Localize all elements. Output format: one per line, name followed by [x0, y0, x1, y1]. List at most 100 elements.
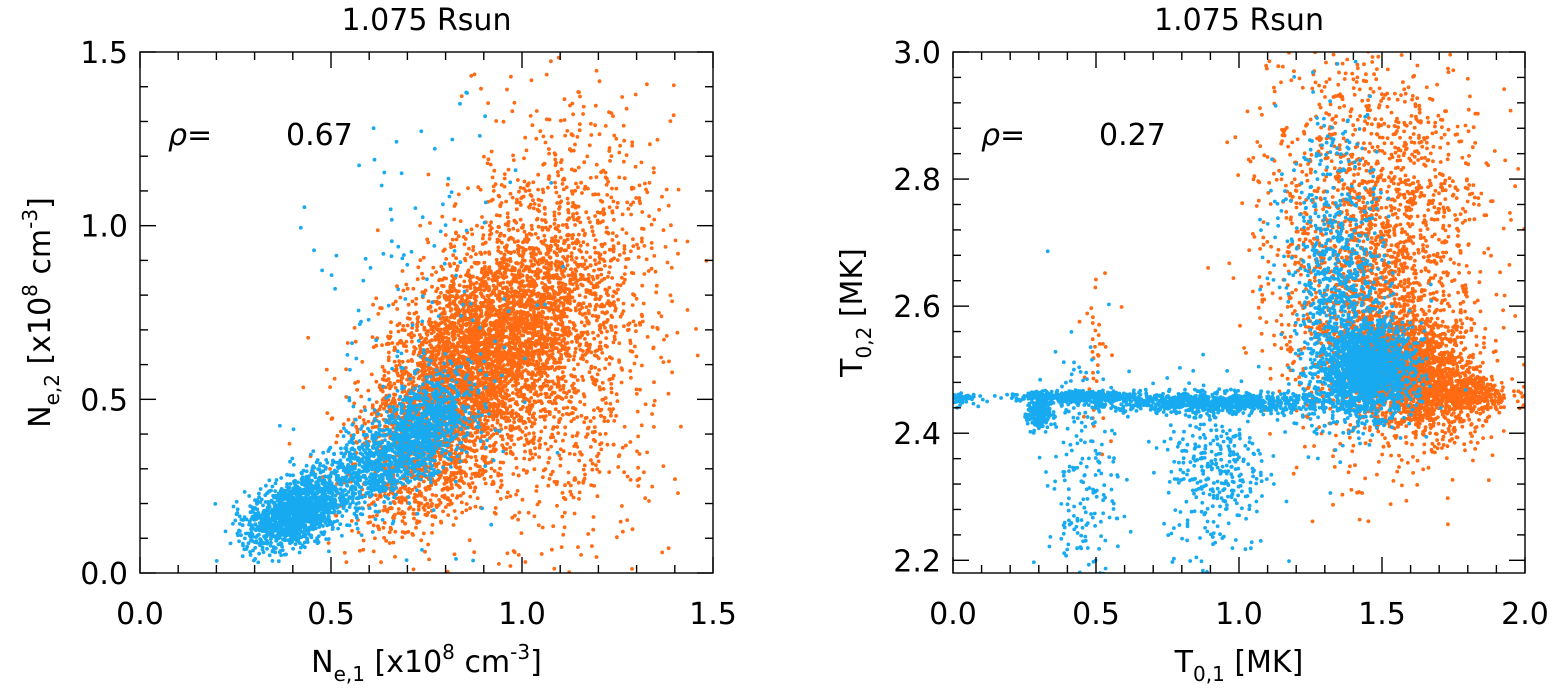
scatter-point — [562, 176, 566, 181]
scatter-point — [513, 380, 518, 384]
scatter-point — [332, 376, 337, 381]
scatter-point — [509, 282, 514, 286]
scatter-point — [576, 204, 581, 209]
scatter-point — [607, 205, 612, 210]
scatter-point — [536, 262, 541, 267]
scatter-point — [443, 505, 448, 509]
scatter-point — [510, 354, 515, 359]
scatter-point — [422, 327, 427, 332]
scatter-point — [457, 377, 462, 382]
scatter-point — [569, 395, 574, 399]
scatter-point — [481, 233, 486, 238]
scatter-point — [499, 231, 503, 236]
scatter-point — [353, 381, 357, 385]
scatter-point — [600, 351, 605, 355]
scatter-point — [407, 506, 411, 511]
scatter-point — [542, 299, 546, 303]
scatter-point — [486, 276, 491, 281]
scatter-point — [553, 157, 558, 162]
scatter-point — [457, 283, 462, 288]
scatter-point — [502, 176, 507, 181]
scatter-point — [287, 441, 292, 446]
scatter-point — [479, 446, 484, 450]
scatter-point — [480, 215, 484, 219]
scatter-point — [510, 305, 515, 310]
scatter-point — [400, 375, 405, 380]
scatter-point — [477, 464, 482, 469]
scatter-point — [598, 294, 603, 299]
scatter-point — [511, 397, 515, 402]
scatter-point — [418, 361, 423, 365]
scatter-point — [524, 233, 529, 238]
scatter-point — [481, 329, 486, 333]
scatter-point — [361, 538, 366, 543]
scatter-point — [563, 239, 567, 244]
scatter-point — [377, 407, 382, 412]
scatter-point — [455, 350, 460, 355]
scatter-point — [448, 309, 453, 313]
scatter-point — [483, 469, 488, 473]
scatter-point — [634, 392, 639, 396]
scatter-point — [561, 406, 566, 411]
scatter-point — [453, 202, 458, 206]
scatter-point — [609, 195, 614, 200]
scatter-point — [414, 296, 419, 301]
scatter-point — [547, 456, 552, 460]
scatter-point — [549, 444, 553, 449]
scatter-point — [572, 287, 577, 292]
scatter-point — [633, 323, 638, 328]
scatter-point — [443, 322, 448, 326]
scatter-point — [624, 443, 628, 448]
scatter-point — [596, 192, 601, 197]
scatter-point — [600, 199, 605, 204]
scatter-point — [510, 195, 515, 200]
scatter-point — [521, 468, 526, 472]
scatter-point — [384, 400, 388, 405]
scatter-point — [507, 236, 512, 241]
scatter-point — [416, 315, 420, 320]
scatter-point — [476, 287, 481, 292]
scatter-point — [504, 495, 509, 500]
scatter-point — [618, 143, 622, 148]
scatter-point — [480, 225, 485, 230]
scatter-point — [516, 473, 521, 478]
scatter-point — [620, 227, 625, 232]
scatter-point — [660, 194, 664, 199]
scatter-point — [535, 332, 539, 337]
scatter-point — [427, 339, 432, 344]
scatter-point — [374, 343, 379, 348]
scatter-point — [510, 272, 515, 277]
scatter-point — [454, 230, 458, 235]
scatter-point — [375, 513, 379, 518]
scatter-point — [595, 372, 600, 377]
scatter-point — [510, 316, 515, 321]
scatter-point — [540, 326, 544, 330]
scatter-point — [396, 379, 400, 383]
scatter-point — [568, 103, 572, 108]
scatter-point — [499, 473, 504, 477]
scatter-point — [620, 212, 625, 217]
scatter-point — [513, 319, 518, 324]
scatter-point — [596, 459, 601, 464]
scatter-point — [406, 382, 411, 386]
scatter-point — [543, 225, 548, 230]
scatter-point — [601, 387, 606, 391]
scatter-point — [421, 531, 426, 536]
scatter-point — [508, 445, 512, 450]
scatter-point — [480, 236, 485, 241]
scatter-point — [515, 366, 520, 371]
scatter-point — [612, 419, 617, 423]
scatter-point — [493, 440, 498, 445]
scatter-point — [344, 367, 348, 372]
scatter-point — [491, 189, 496, 193]
scatter-point — [548, 224, 553, 229]
scatter-point — [483, 240, 488, 245]
scatter-point — [500, 303, 505, 308]
scatter-point — [630, 140, 635, 145]
scatter-point — [668, 293, 673, 298]
scatter-point — [594, 175, 599, 180]
scatter-point — [613, 324, 618, 329]
scatter-point — [551, 301, 556, 306]
scatter-point — [506, 393, 510, 398]
scatter-point — [505, 388, 509, 392]
